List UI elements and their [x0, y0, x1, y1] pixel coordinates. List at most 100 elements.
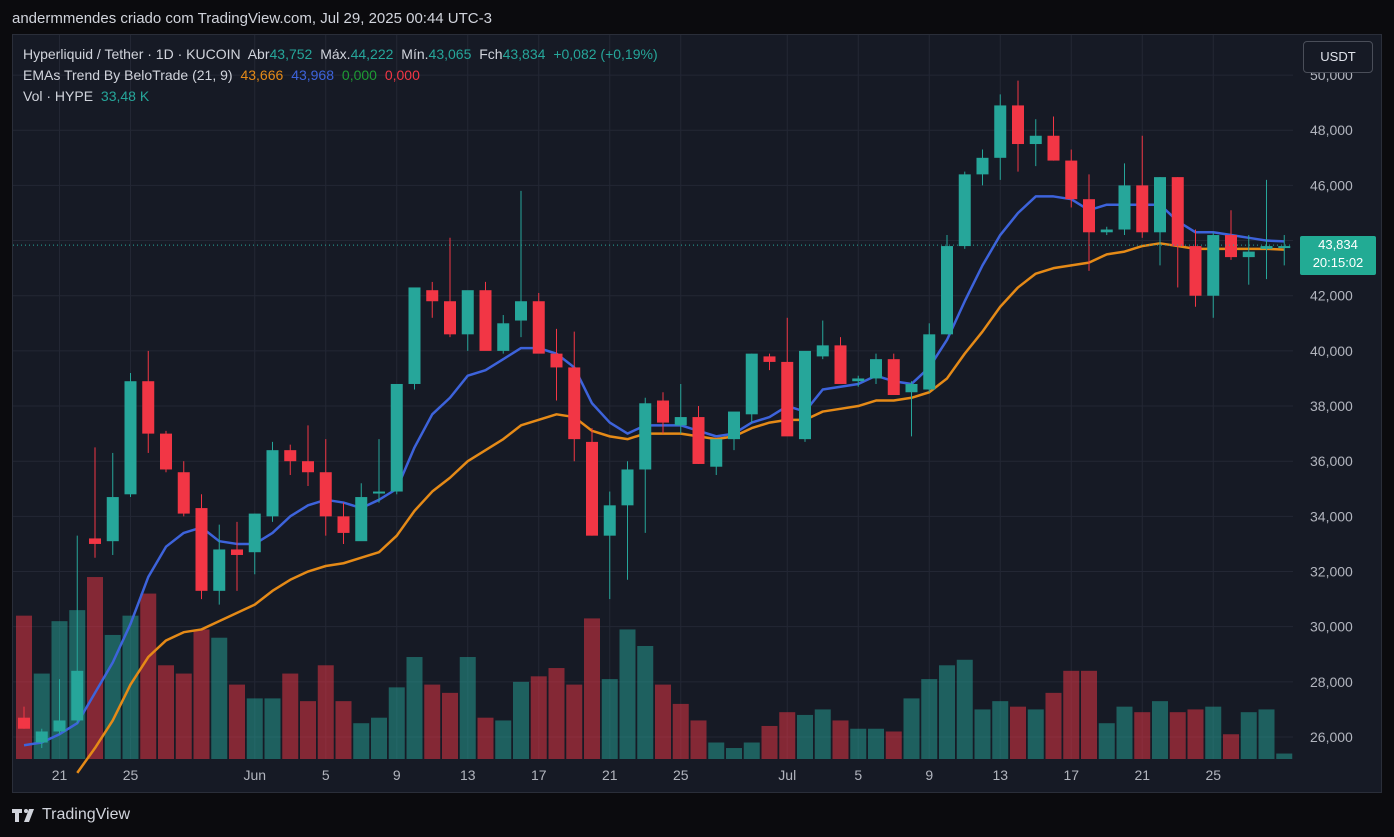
volume-bar [1223, 734, 1239, 759]
low-label: Mín. [401, 46, 429, 62]
candle-body [177, 472, 190, 514]
brand-name: TradingView [42, 806, 131, 823]
volume-bar [477, 717, 494, 759]
volume-bar [726, 748, 742, 759]
candle-body [461, 290, 474, 335]
candle-body [337, 516, 350, 533]
volume-bar [459, 657, 476, 759]
volume-bar [992, 701, 1009, 759]
volume-bar [1134, 712, 1151, 759]
currency-button[interactable]: USDT [1303, 41, 1373, 73]
y-axis-tick-label: 32,000 [1310, 564, 1353, 580]
volume-bar [601, 679, 618, 759]
y-axis-tick-label: 38,000 [1310, 398, 1353, 414]
candle-body [89, 538, 101, 544]
volume-bar [282, 673, 299, 759]
y-axis-tick-label: 30,000 [1310, 619, 1353, 635]
volume-bar [690, 720, 707, 759]
x-axis-tick-label: 17 [531, 767, 547, 783]
volume-bar [442, 692, 458, 759]
candle-body [568, 367, 581, 440]
low-value: 43,065 [428, 46, 472, 62]
volume-bar [1205, 706, 1222, 759]
volume-bar [566, 684, 583, 759]
volume-bar [1045, 692, 1062, 759]
candle-body [763, 356, 776, 362]
volume-bar [903, 698, 920, 759]
ema-legend: EMAs Trend By BeloTrade (21, 9) 43,666 4… [23, 67, 424, 83]
candle-body [35, 731, 48, 743]
candle-body [799, 350, 811, 440]
volume-bar [513, 681, 529, 759]
volume-bar [264, 698, 281, 759]
volume-bar [246, 698, 263, 759]
candle-body [319, 472, 332, 517]
x-axis-tick-label: 13 [992, 767, 1008, 783]
candle-body [390, 383, 403, 492]
candle-body [532, 301, 545, 354]
bar-countdown: 20:15:02 [1312, 255, 1364, 270]
x-axis-tick-label: Jun [243, 767, 266, 783]
candle-body [1171, 177, 1184, 247]
candle-body [657, 400, 669, 423]
candle-body [497, 323, 510, 351]
candle-body [550, 353, 563, 368]
x-axis-tick-label: 25 [1205, 767, 1221, 783]
y-axis-tick-label: 36,000 [1310, 453, 1353, 469]
candle-body [1065, 160, 1078, 200]
close-label: Fch [479, 46, 503, 62]
candle-body [18, 717, 30, 729]
candle-body [1225, 235, 1237, 258]
change-value: +0,082 (+0,19%) [553, 46, 658, 62]
footer-brand[interactable]: TradingView [12, 806, 130, 824]
candle-body [1012, 105, 1024, 145]
candle-body [1047, 135, 1060, 161]
volume-bar [1187, 709, 1204, 759]
volume-bar [743, 742, 760, 759]
volume-bar [956, 659, 973, 759]
candle-body [674, 417, 687, 426]
chart-panel[interactable]: 26,000 28,000 30,000 32,000 34,000 36,000 38,0… [12, 34, 1382, 793]
candle-body [1207, 235, 1220, 296]
candle-body [1029, 135, 1042, 145]
volume-bar [87, 577, 103, 759]
volume-bar [921, 679, 938, 759]
y-axis-tick-label: 48,000 [1310, 122, 1353, 138]
price-chart[interactable]: 26,000 28,000 30,000 32,000 34,000 36,000 38,0… [13, 35, 1382, 793]
x-axis-tick-label: 21 [1134, 767, 1150, 783]
candle-body [106, 497, 119, 542]
x-axis-tick-label: 17 [1063, 767, 1079, 783]
volume-bar [761, 725, 778, 759]
candle-body [958, 174, 971, 247]
volume-bar [388, 687, 405, 759]
candle-body [195, 508, 208, 591]
volume-bar [797, 714, 813, 759]
candle-body [1278, 246, 1291, 249]
last-price-tag: 43,834 20:15:02 [1300, 236, 1376, 275]
volume-bar [672, 703, 689, 759]
tradingview-logo-icon [12, 809, 34, 822]
candle-body [1154, 177, 1166, 233]
x-axis-tick-label: 21 [52, 767, 68, 783]
volume-bar [779, 712, 796, 759]
x-axis-tick-label: 13 [460, 767, 476, 783]
y-axis-tick-label: 26,000 [1310, 729, 1353, 745]
volume-bar [104, 634, 121, 759]
ema-indicator-title[interactable]: EMAs Trend By BeloTrade (21, 9) [23, 67, 233, 83]
candle-body [426, 290, 439, 302]
volume-value: 33,48 K [100, 88, 150, 104]
ema-value-4: 0,000 [384, 67, 420, 83]
candle-body [816, 345, 829, 357]
ema-value-2: 43,968 [291, 67, 335, 83]
volume-title[interactable]: Vol · HYPE [23, 88, 94, 104]
candle-body [1100, 229, 1113, 233]
volume-bar [175, 673, 192, 759]
candle-body [248, 513, 261, 553]
candle-body [408, 287, 421, 384]
symbol-title[interactable]: Hyperliquid / Tether · 1D · KUCOIN [23, 46, 241, 62]
volume-bar [317, 665, 334, 759]
volume-bar [1010, 706, 1026, 759]
candle-body [852, 378, 865, 382]
candle-body [905, 383, 918, 393]
volume-bar [939, 665, 955, 759]
